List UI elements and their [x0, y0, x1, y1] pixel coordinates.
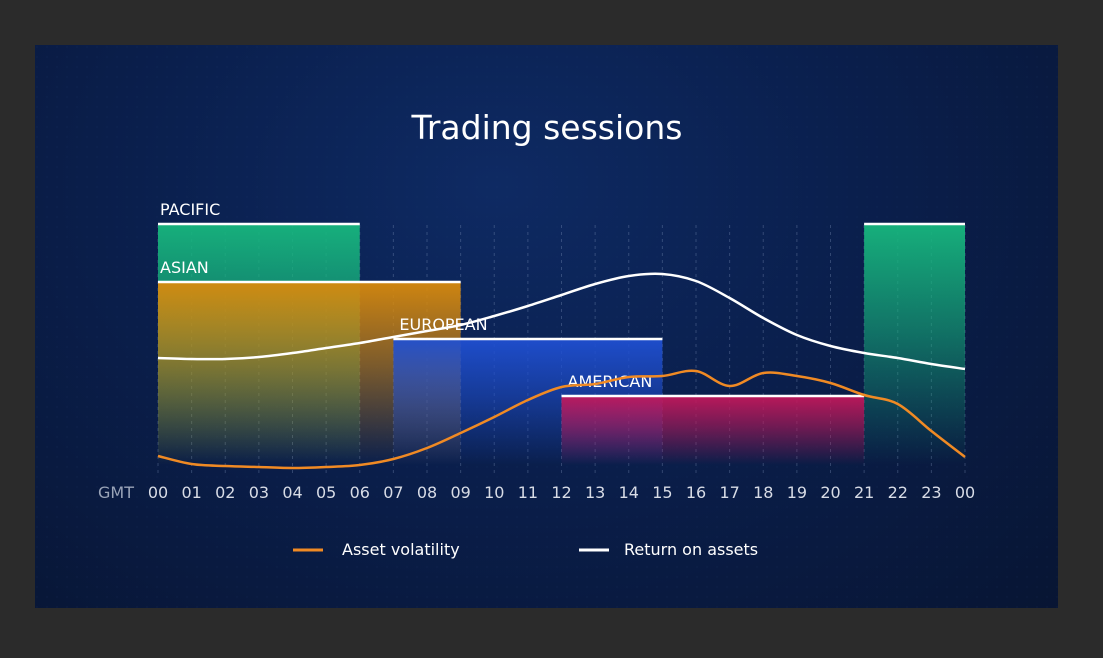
chart-panel: Trading sessions PACIFIC ASIAN EUROPEAN AME…	[35, 45, 1058, 608]
x-tick-label: 01	[181, 483, 201, 502]
x-tick-label: 23	[921, 483, 941, 502]
x-tick-label: 12	[551, 483, 571, 502]
x-tick-label: 18	[753, 483, 773, 502]
x-tick-label: 08	[417, 483, 437, 502]
x-tick-label: 19	[787, 483, 807, 502]
session-band-pacific	[864, 224, 965, 465]
x-tick-label: 14	[619, 483, 639, 502]
session-label-pacific: PACIFIC	[160, 200, 220, 219]
session-label-asian: ASIAN	[160, 258, 209, 277]
x-tick-label: 09	[450, 483, 470, 502]
x-tick-label: 17	[719, 483, 739, 502]
x-tick-label: 11	[518, 483, 538, 502]
x-axis: GMT 00 01 02 03 04 05 06 07 08 09 10 11 12 13 14 15 16 17…	[98, 483, 975, 502]
x-tick-label: 13	[585, 483, 605, 502]
legend: Asset volatility Return on assets	[293, 540, 758, 559]
x-tick-label: 22	[888, 483, 908, 502]
x-axis-prefix: GMT	[98, 483, 134, 502]
chart-title: Trading sessions	[411, 108, 683, 147]
x-tick-label: 16	[686, 483, 706, 502]
trading-sessions-chart: Trading sessions PACIFICASIANEUROPEANAME…	[35, 45, 1058, 608]
x-tick-label: 06	[350, 483, 370, 502]
x-tick-label: 00	[148, 483, 168, 502]
x-tick-label: 00	[955, 483, 975, 502]
x-tick-label: 07	[383, 483, 403, 502]
legend-label-asset-volatility: Asset volatility	[342, 540, 460, 559]
x-tick-label: 04	[282, 483, 302, 502]
session-label-european: EUROPEAN	[399, 315, 487, 334]
series-line-asset-volatility	[157, 369, 966, 470]
series-lines	[157, 272, 966, 470]
x-tick-label: 20	[820, 483, 840, 502]
x-tick-label: 03	[249, 483, 269, 502]
x-tick-label: 21	[854, 483, 874, 502]
legend-label-return-on-assets: Return on assets	[624, 540, 758, 559]
x-tick-label: 05	[316, 483, 336, 502]
session-band-american	[561, 396, 865, 465]
x-tick-label: 15	[652, 483, 672, 502]
series-line-return-on-assets	[157, 272, 966, 371]
x-tick-label: 10	[484, 483, 504, 502]
x-tick-label: 02	[215, 483, 235, 502]
